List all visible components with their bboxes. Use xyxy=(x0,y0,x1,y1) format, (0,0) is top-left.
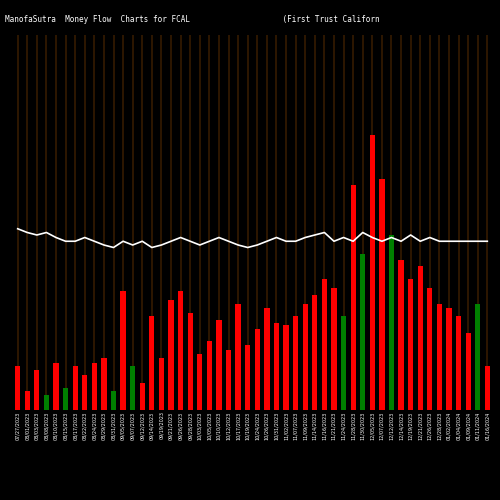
Bar xyxy=(226,350,231,410)
Bar xyxy=(15,366,20,410)
Text: ManofaSutra  Money Flow  Charts for FCAL                    (First Trust Califor: ManofaSutra Money Flow Charts for FCAL (… xyxy=(5,15,500,24)
Bar xyxy=(264,308,270,410)
Bar xyxy=(216,320,222,410)
Bar xyxy=(245,345,250,410)
Bar xyxy=(111,391,116,410)
Bar xyxy=(236,304,241,410)
Bar xyxy=(380,179,384,410)
Bar xyxy=(456,316,461,410)
Bar xyxy=(44,395,49,410)
Bar xyxy=(197,354,202,410)
Bar xyxy=(168,300,173,410)
Bar xyxy=(350,185,356,410)
Bar xyxy=(484,366,490,410)
Bar xyxy=(188,312,193,410)
Bar xyxy=(427,288,432,410)
Bar xyxy=(120,291,126,410)
Bar xyxy=(302,304,308,410)
Bar xyxy=(206,341,212,410)
Bar xyxy=(159,358,164,410)
Bar xyxy=(63,388,68,410)
Bar xyxy=(322,278,327,410)
Bar xyxy=(140,382,145,410)
Bar xyxy=(34,370,40,410)
Bar xyxy=(475,304,480,410)
Bar xyxy=(360,254,366,410)
Bar xyxy=(293,316,298,410)
Bar xyxy=(178,291,183,410)
Bar xyxy=(341,316,346,410)
Bar xyxy=(54,362,59,410)
Bar xyxy=(370,135,375,410)
Bar xyxy=(312,295,318,410)
Bar xyxy=(398,260,404,410)
Bar xyxy=(24,391,30,410)
Bar xyxy=(82,375,87,410)
Bar xyxy=(274,322,279,410)
Bar xyxy=(437,304,442,410)
Bar xyxy=(254,329,260,410)
Bar xyxy=(389,235,394,410)
Bar xyxy=(418,266,423,410)
Bar xyxy=(149,316,154,410)
Bar xyxy=(92,362,97,410)
Bar xyxy=(466,332,471,410)
Bar xyxy=(72,366,78,410)
Bar xyxy=(332,288,336,410)
Bar xyxy=(284,325,288,410)
Bar xyxy=(446,308,452,410)
Bar xyxy=(408,278,414,410)
Bar xyxy=(102,358,106,410)
Bar xyxy=(130,366,136,410)
